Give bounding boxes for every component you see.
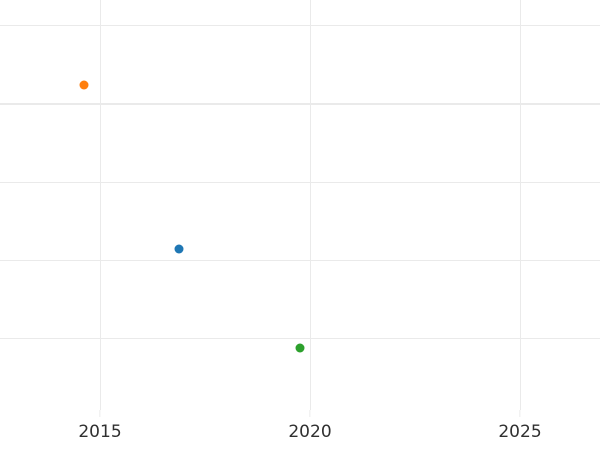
gridline-horizontal — [0, 338, 600, 340]
scatter-point-2ca02c[interactable] — [295, 343, 305, 353]
xtick-mark — [519, 410, 521, 417]
gridline-vertical — [310, 0, 312, 410]
gridline-horizontal — [0, 103, 600, 105]
xtick-label-2025: 2025 — [498, 422, 542, 442]
gridline-vertical — [100, 0, 102, 410]
xtick-label-2015: 2015 — [78, 422, 122, 442]
scatter-point-1f77b4[interactable] — [174, 244, 184, 254]
gridline-horizontal — [0, 181, 600, 183]
xtick-label-2020: 2020 — [288, 422, 332, 442]
xtick-mark — [309, 410, 311, 417]
gridline-horizontal — [0, 259, 600, 262]
gridline-horizontal — [0, 25, 600, 27]
xtick-mark — [99, 410, 101, 417]
scatter-point-ff7f0e[interactable] — [79, 80, 89, 90]
plot-area — [0, 0, 600, 410]
gridline-vertical — [520, 0, 522, 410]
